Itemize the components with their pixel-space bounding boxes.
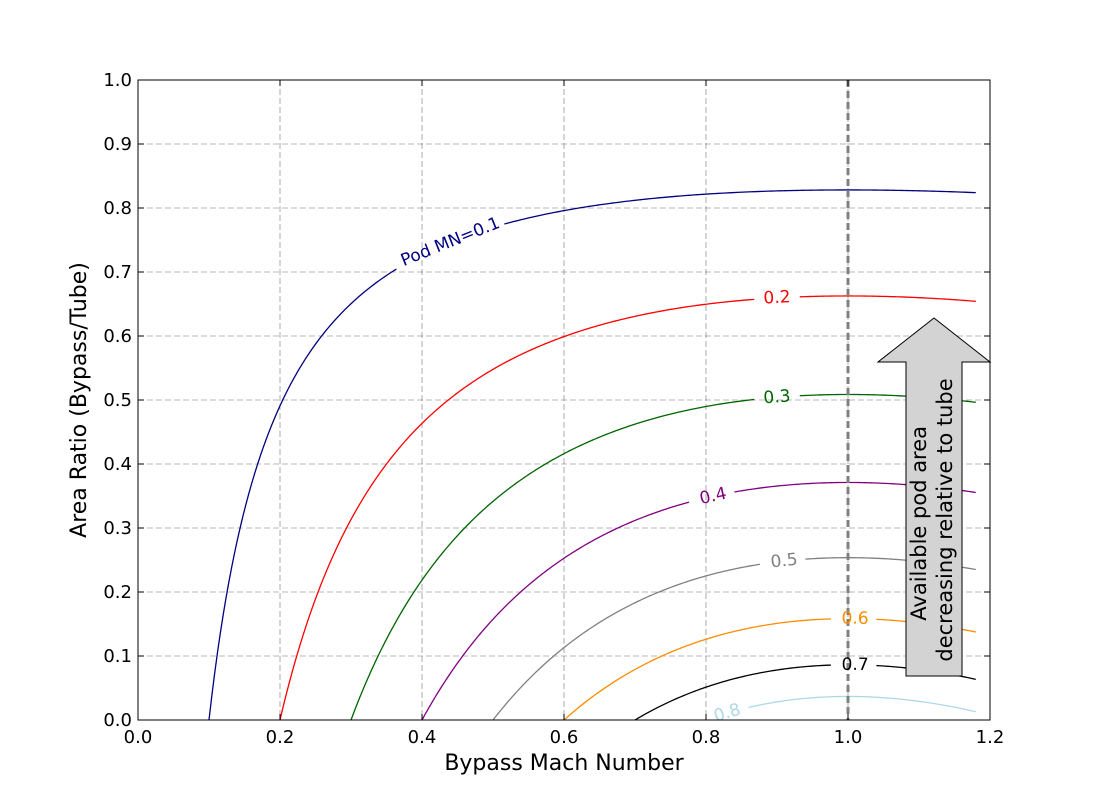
y-tick-label: 0.0 [103,710,132,731]
y-tick-label: 0.9 [103,134,132,155]
x-tick-label: 0.6 [550,727,579,748]
x-tick-label: 1.0 [834,727,863,748]
x-tick-label: 0.4 [408,727,437,748]
y-tick-label: 0.3 [103,518,132,539]
y-tick-label: 0.1 [103,646,132,667]
annotation-line-2: decreasing relative to tube [933,378,957,661]
x-tick-label: 0.2 [266,727,295,748]
y-tick-label: 0.6 [103,326,132,347]
y-tick-label: 0.2 [103,582,132,603]
annotation-line-1: Available pod area [907,426,931,621]
axis-ticks: 0.0 0.2 0.4 0.6 0.8 1.0 1.2 0.0 0.1 0.2 0.3 0.4 0.5 0… [103,70,1004,748]
y-tick-label: 0.5 [103,390,132,411]
y-tick-label: 0.7 [103,262,132,283]
x-tick-label: 1.2 [976,727,1005,748]
y-tick-label: 0.8 [103,198,132,219]
annotation-arrow [876,317,992,677]
x-tick-label: 0.8 [692,727,721,748]
contour-label: 0.2 [763,287,791,308]
y-tick-label: 0.4 [103,454,132,475]
x-tick-label: 0.0 [124,727,153,748]
contour-line [279,295,976,720]
contour-label: 0.5 [770,550,799,573]
annotation-text: Available pod area decreasing relative t… [907,378,957,661]
annotation-arrow-group: Available pod area decreasing relative t… [876,317,992,677]
contour-label: 0.7 [841,655,868,675]
contour-label: 0.3 [763,386,792,408]
x-axis-title: Bypass Mach Number [444,751,684,776]
contour-label: 0.6 [841,609,868,629]
y-tick-label: 1.0 [103,70,132,91]
contour-line [748,695,976,713]
contour-line [208,189,976,720]
y-axis-title: Area Ratio (Bypass/Tube) [67,262,92,538]
